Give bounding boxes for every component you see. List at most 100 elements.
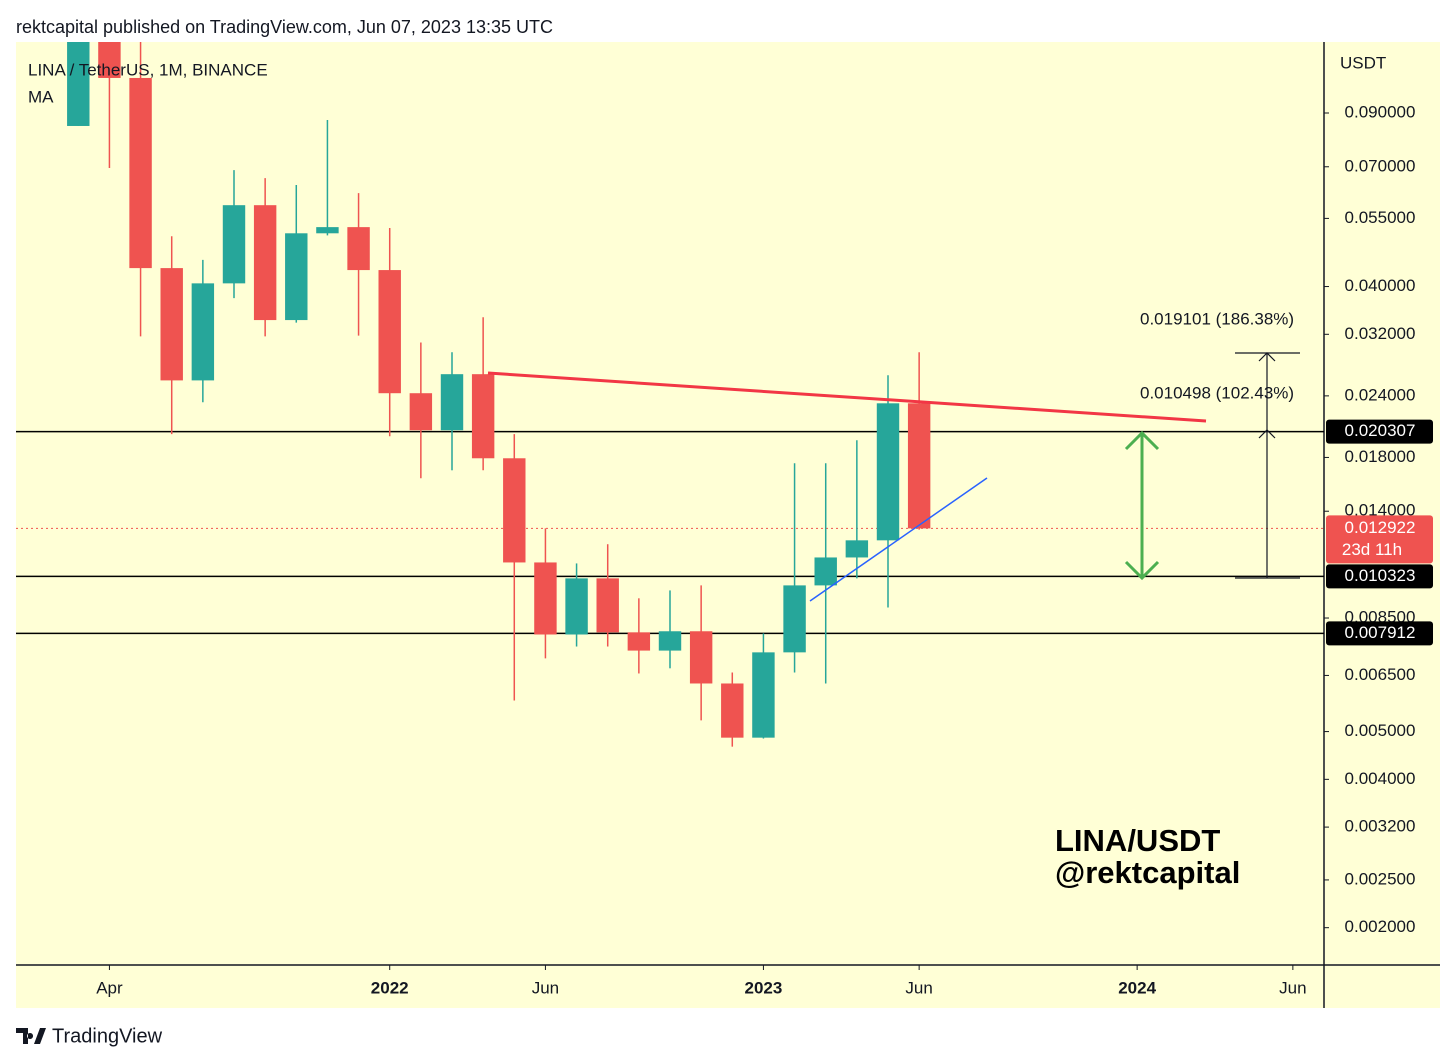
- candle-body: [98, 42, 121, 78]
- candle: [845, 440, 869, 579]
- candle-body: [752, 652, 775, 738]
- candle-body: [689, 631, 713, 684]
- candle: [409, 342, 433, 479]
- candle-body: [191, 283, 215, 381]
- candle: [316, 119, 339, 236]
- resistance-trendline: [487, 371, 1207, 423]
- candle: [721, 672, 744, 747]
- price-axis-unit: USDT: [1340, 53, 1386, 72]
- candle-body: [316, 227, 339, 234]
- candle: [378, 227, 401, 437]
- y-tick-label: 0.002500: [1345, 869, 1416, 888]
- candle: [160, 236, 183, 435]
- candle: [253, 178, 277, 337]
- measure-label: 0.019101 (186.38%): [1140, 309, 1294, 328]
- candle-body: [129, 77, 152, 269]
- candle: [565, 563, 588, 647]
- indicator-legend: MA: [28, 87, 54, 106]
- price-label-box: [1326, 419, 1433, 444]
- candle-body: [876, 403, 900, 541]
- y-tick-label: 0.040000: [1345, 276, 1416, 295]
- y-tick-label: 0.004000: [1345, 769, 1416, 788]
- candle: [658, 590, 682, 669]
- candle-body: [596, 578, 619, 633]
- candle-body: [160, 268, 183, 381]
- candle: [191, 259, 215, 403]
- y-tick-label: 0.070000: [1345, 156, 1416, 175]
- candle-body: [907, 403, 931, 529]
- candle: [129, 42, 152, 337]
- x-tick-label: Jun: [905, 978, 932, 997]
- candle-body: [721, 683, 744, 738]
- measure-label: 0.010498 (102.43%): [1140, 383, 1294, 402]
- candle: [876, 375, 900, 608]
- candle: [534, 528, 557, 659]
- last-price-box: [1326, 515, 1433, 564]
- candle-body: [440, 374, 464, 431]
- y-tick-label: 0.055000: [1345, 208, 1416, 227]
- candle: [347, 193, 370, 336]
- candle-body: [222, 205, 246, 284]
- candle-body: [378, 270, 401, 394]
- y-tick-label: 0.002000: [1345, 917, 1416, 936]
- candle-body: [845, 540, 869, 558]
- chart-background: [16, 42, 1440, 1008]
- candle-body: [503, 458, 526, 563]
- candle-body: [565, 578, 588, 635]
- candle: [98, 42, 121, 169]
- candle: [222, 170, 246, 299]
- candle-body: [253, 205, 277, 321]
- x-tick-label: 2023: [745, 978, 783, 997]
- x-tick-label: Apr: [96, 978, 123, 997]
- tradingview-logo: [16, 1028, 46, 1044]
- candle: [503, 434, 526, 701]
- symbol-legend: LINA / TetherUS, 1M, BINANCE: [28, 60, 268, 79]
- watermark: LINA/USDT: [1055, 823, 1220, 858]
- price-label: 0.020307: [1345, 421, 1416, 440]
- y-tick-label: 0.014000: [1345, 501, 1416, 520]
- candle-body: [67, 42, 90, 126]
- footer-brand: TradingView: [52, 1025, 163, 1047]
- y-tick-label: 0.005000: [1345, 721, 1416, 740]
- candle: [471, 317, 495, 471]
- candle: [752, 633, 775, 739]
- candle: [596, 544, 619, 647]
- measure-tool: [1235, 352, 1300, 579]
- candle: [440, 352, 464, 471]
- x-tick-label: Jun: [532, 978, 559, 997]
- last-price-label: 0.012922: [1345, 518, 1416, 537]
- y-tick-label: 0.018000: [1345, 447, 1416, 466]
- green-range-arrow: [1124, 430, 1160, 581]
- x-tick-label: 2022: [371, 978, 409, 997]
- x-tick-label: Jun: [1279, 978, 1306, 997]
- candle: [814, 463, 837, 684]
- candle-body: [534, 562, 557, 635]
- price-label: 0.007912: [1345, 623, 1416, 642]
- y-tick-label: 0.024000: [1345, 385, 1416, 404]
- x-tick-label: 2024: [1118, 978, 1156, 997]
- candle: [907, 352, 931, 530]
- y-tick-label: 0.032000: [1345, 324, 1416, 343]
- price-label-box: [1326, 621, 1433, 646]
- candle-body: [658, 631, 682, 651]
- publish-header: rektcapital published on TradingView.com…: [16, 17, 553, 37]
- y-tick-label: 0.090000: [1345, 102, 1416, 121]
- candle: [689, 585, 713, 721]
- candle-body: [814, 557, 837, 586]
- candle-body: [627, 632, 651, 651]
- candle-body: [285, 233, 308, 321]
- candle-body: [471, 374, 495, 459]
- axes: 0.090000 0.070000 0.055000 0.040000 0.032000…: [96, 102, 1433, 997]
- candle: [67, 42, 90, 126]
- y-tick-label: 0.003200: [1345, 817, 1416, 836]
- plot-area: [16, 42, 1324, 747]
- y-tick-label: 0.006500: [1345, 665, 1416, 684]
- candle-body: [409, 393, 433, 431]
- watermark: @rektcapital: [1055, 855, 1240, 890]
- candle: [783, 463, 806, 673]
- countdown-label: 23d 11h: [1342, 540, 1402, 559]
- candle-body: [783, 585, 806, 653]
- candle: [627, 598, 651, 674]
- price-label-box: [1326, 564, 1433, 589]
